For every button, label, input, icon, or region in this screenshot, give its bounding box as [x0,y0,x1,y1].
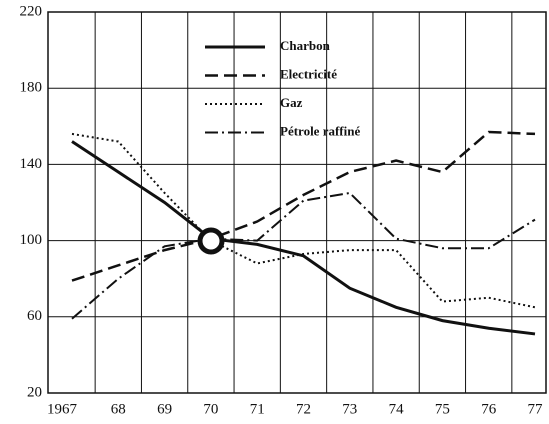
x-tick-label: 71 [250,401,265,417]
y-tick-label: 220 [20,3,43,19]
legend-label: Electricité [280,66,337,81]
legend-label: Charbon [280,38,331,53]
x-tick-label: 76 [481,401,497,417]
x-tick-label: 73 [342,401,357,417]
series-line [71,132,536,309]
x-tick-label: 77 [528,401,544,417]
legend-label: Pétrole raffiné [280,123,360,138]
x-tick-label: 72 [296,401,311,417]
x-tick-label: 70 [203,401,218,417]
x-tick-label: 75 [435,401,450,417]
y-tick-label: 20 [27,384,42,400]
legend-label: Gaz [280,95,303,110]
y-tick-label: 60 [27,308,42,324]
x-tick-label: 69 [157,401,172,417]
series-line [71,130,536,282]
x-tick-label: 74 [389,401,405,417]
y-tick-label: 140 [20,156,43,172]
series-line [71,191,536,320]
y-tick-label: 180 [20,80,43,96]
series-line [71,140,536,336]
x-tick-label: 68 [111,401,126,417]
x-tick-label: 1967 [47,401,78,417]
y-tick-label: 100 [20,232,43,248]
highlight-circle [197,227,225,255]
